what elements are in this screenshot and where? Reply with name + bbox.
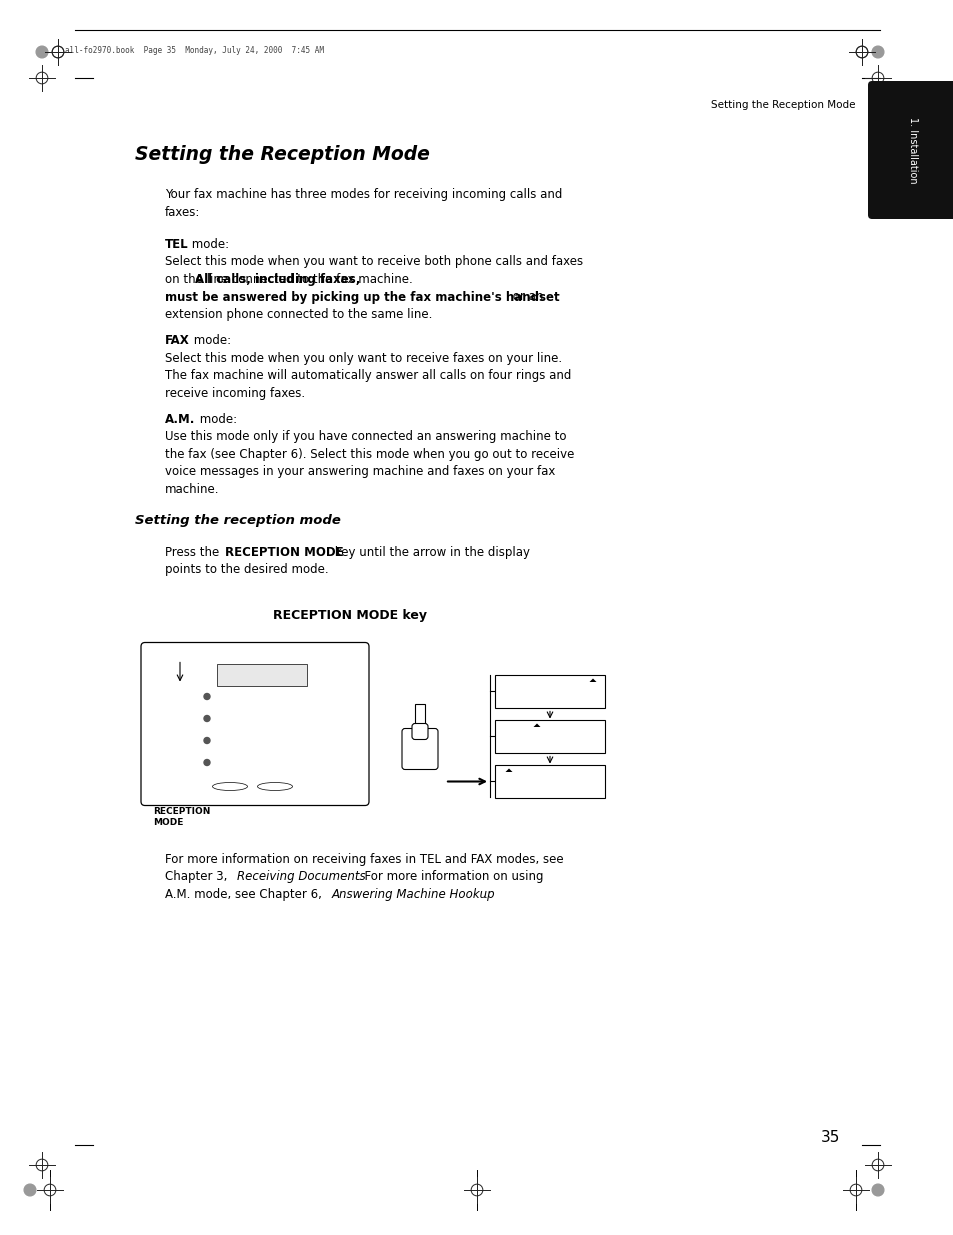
Text: 1. Installation: 1. Installation <box>907 116 917 183</box>
Circle shape <box>152 735 162 746</box>
Text: Receiving Documents: Receiving Documents <box>236 869 365 883</box>
Text: SHARP: SHARP <box>157 668 186 678</box>
Ellipse shape <box>257 783 293 790</box>
Text: FEB -01  10:30: FEB -01 10:30 <box>499 689 545 694</box>
Text: M:00% STAND-BY: M:00% STAND-BY <box>499 785 554 790</box>
Circle shape <box>871 46 882 58</box>
Text: 0: 0 <box>169 766 172 772</box>
Text: TEL  FAX: TEL FAX <box>499 680 526 685</box>
Text: faxes:: faxes: <box>165 205 200 219</box>
Text: A.M.: A.M. <box>165 412 195 426</box>
Text: machine.: machine. <box>165 483 219 496</box>
Circle shape <box>24 1184 36 1195</box>
Bar <box>495 674 604 708</box>
FancyBboxPatch shape <box>141 642 369 805</box>
Text: 4: 4 <box>154 722 159 727</box>
Bar <box>415 704 424 736</box>
Bar <box>216 664 307 687</box>
Text: A.M.: A.M. <box>586 680 599 685</box>
Text: 1: 1 <box>155 700 159 705</box>
Bar <box>495 764 604 798</box>
Circle shape <box>204 694 210 699</box>
Circle shape <box>165 713 176 724</box>
FancyBboxPatch shape <box>401 729 437 769</box>
Text: RECEPTION MODE key: RECEPTION MODE key <box>273 609 427 621</box>
Text: A.M. mode, see Chapter 6,: A.M. mode, see Chapter 6, <box>165 888 325 900</box>
Circle shape <box>179 713 191 724</box>
Circle shape <box>152 757 162 768</box>
Text: #: # <box>182 766 188 772</box>
Text: Press the: Press the <box>165 546 223 559</box>
Text: or an: or an <box>509 290 543 304</box>
Text: FEB -01  10:30: FEB -01 10:30 <box>499 779 545 784</box>
Text: mode:: mode: <box>188 238 229 251</box>
Text: on the line connected to the fax machine.: on the line connected to the fax machine… <box>165 273 416 287</box>
Text: mode:: mode: <box>195 412 237 426</box>
Text: all-fo2970.book  Page 35  Monday, July 24, 2000  7:45 AM: all-fo2970.book Page 35 Monday, July 24,… <box>65 46 324 56</box>
Text: mode:: mode: <box>190 335 231 347</box>
Circle shape <box>204 760 210 766</box>
Text: FEB -01  10:30: FEB -01 10:30 <box>499 734 545 739</box>
Text: points to the desired mode.: points to the desired mode. <box>165 563 328 577</box>
Text: extension phone connected to the same line.: extension phone connected to the same li… <box>165 308 432 321</box>
Text: Select this mode when you want to receive both phone calls and faxes: Select this mode when you want to receiv… <box>165 256 582 268</box>
Text: 5: 5 <box>169 722 172 727</box>
Circle shape <box>152 692 162 701</box>
Circle shape <box>165 692 176 701</box>
Circle shape <box>871 1184 882 1195</box>
Circle shape <box>179 735 191 746</box>
Text: receive incoming faxes.: receive incoming faxes. <box>165 387 305 400</box>
FancyBboxPatch shape <box>412 724 428 740</box>
Text: M:00% STAND-BY: M:00% STAND-BY <box>499 697 554 701</box>
Text: 3: 3 <box>183 700 187 705</box>
Text: Your fax machine has three modes for receiving incoming calls and: Your fax machine has three modes for rec… <box>165 188 561 201</box>
Circle shape <box>165 735 176 746</box>
Circle shape <box>179 757 191 768</box>
Text: 35: 35 <box>820 1130 839 1145</box>
Circle shape <box>204 737 210 743</box>
Text: TEL  FAX: TEL FAX <box>499 725 526 730</box>
Bar <box>495 720 604 752</box>
Text: TEL: TEL <box>165 238 189 251</box>
Polygon shape <box>589 678 596 682</box>
Text: RECEPTION MODE: RECEPTION MODE <box>225 546 343 559</box>
Text: 2: 2 <box>169 700 172 705</box>
Text: For more information on receiving faxes in TEL and FAX modes, see: For more information on receiving faxes … <box>165 852 563 866</box>
Text: TEL  FAX: TEL FAX <box>499 769 526 776</box>
Polygon shape <box>505 768 512 772</box>
Text: Answering Machine Hookup: Answering Machine Hookup <box>332 888 496 900</box>
Text: 8: 8 <box>169 745 172 750</box>
Text: M:00% STAND-BY: M:00% STAND-BY <box>499 741 554 746</box>
Circle shape <box>204 715 210 721</box>
Text: All calls, including faxes,: All calls, including faxes, <box>194 273 360 287</box>
Text: FAX: FAX <box>165 335 190 347</box>
Text: Setting the reception mode: Setting the reception mode <box>135 515 340 527</box>
Text: must be answered by picking up the fax machine's handset: must be answered by picking up the fax m… <box>165 290 559 304</box>
Text: Select this mode when you only want to receive faxes on your line.: Select this mode when you only want to r… <box>165 352 561 364</box>
Text: 9: 9 <box>183 745 187 750</box>
Text: . For more information on using: . For more information on using <box>356 869 543 883</box>
Text: *: * <box>155 766 158 772</box>
Text: Setting the Reception Mode: Setting the Reception Mode <box>135 144 430 164</box>
Text: A.M.: A.M. <box>586 769 599 776</box>
Text: RECEPTION
MODE: RECEPTION MODE <box>152 806 211 826</box>
Text: .: . <box>483 888 487 900</box>
Ellipse shape <box>213 783 247 790</box>
Circle shape <box>179 692 191 701</box>
Text: 7: 7 <box>154 745 159 750</box>
Polygon shape <box>533 724 540 727</box>
Text: The fax machine will automatically answer all calls on four rings and: The fax machine will automatically answe… <box>165 369 571 383</box>
Text: the fax (see Chapter 6). Select this mode when you go out to receive: the fax (see Chapter 6). Select this mod… <box>165 448 574 461</box>
Circle shape <box>165 757 176 768</box>
Circle shape <box>36 46 48 58</box>
FancyBboxPatch shape <box>867 82 953 219</box>
Text: 6: 6 <box>183 722 187 727</box>
Text: A.M.: A.M. <box>586 725 599 730</box>
Text: Use this mode only if you have connected an answering machine to: Use this mode only if you have connected… <box>165 431 566 443</box>
Text: Chapter 3,: Chapter 3, <box>165 869 231 883</box>
Text: Setting the Reception Mode: Setting the Reception Mode <box>710 100 854 110</box>
Circle shape <box>152 713 162 724</box>
Text: key until the arrow in the display: key until the arrow in the display <box>331 546 530 559</box>
Text: voice messages in your answering machine and faxes on your fax: voice messages in your answering machine… <box>165 466 555 478</box>
